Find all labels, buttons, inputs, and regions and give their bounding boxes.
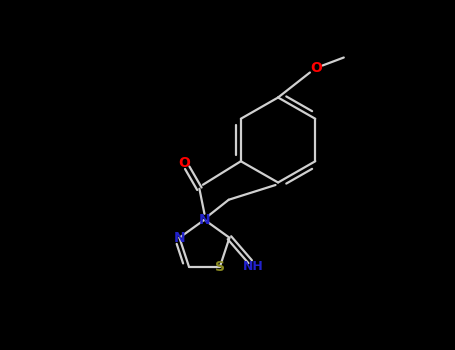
Text: NH: NH [243, 260, 264, 273]
Text: N: N [174, 231, 185, 245]
Text: S: S [215, 260, 225, 274]
Text: O: O [310, 61, 322, 75]
Text: N: N [199, 213, 210, 227]
Text: O: O [178, 156, 190, 170]
